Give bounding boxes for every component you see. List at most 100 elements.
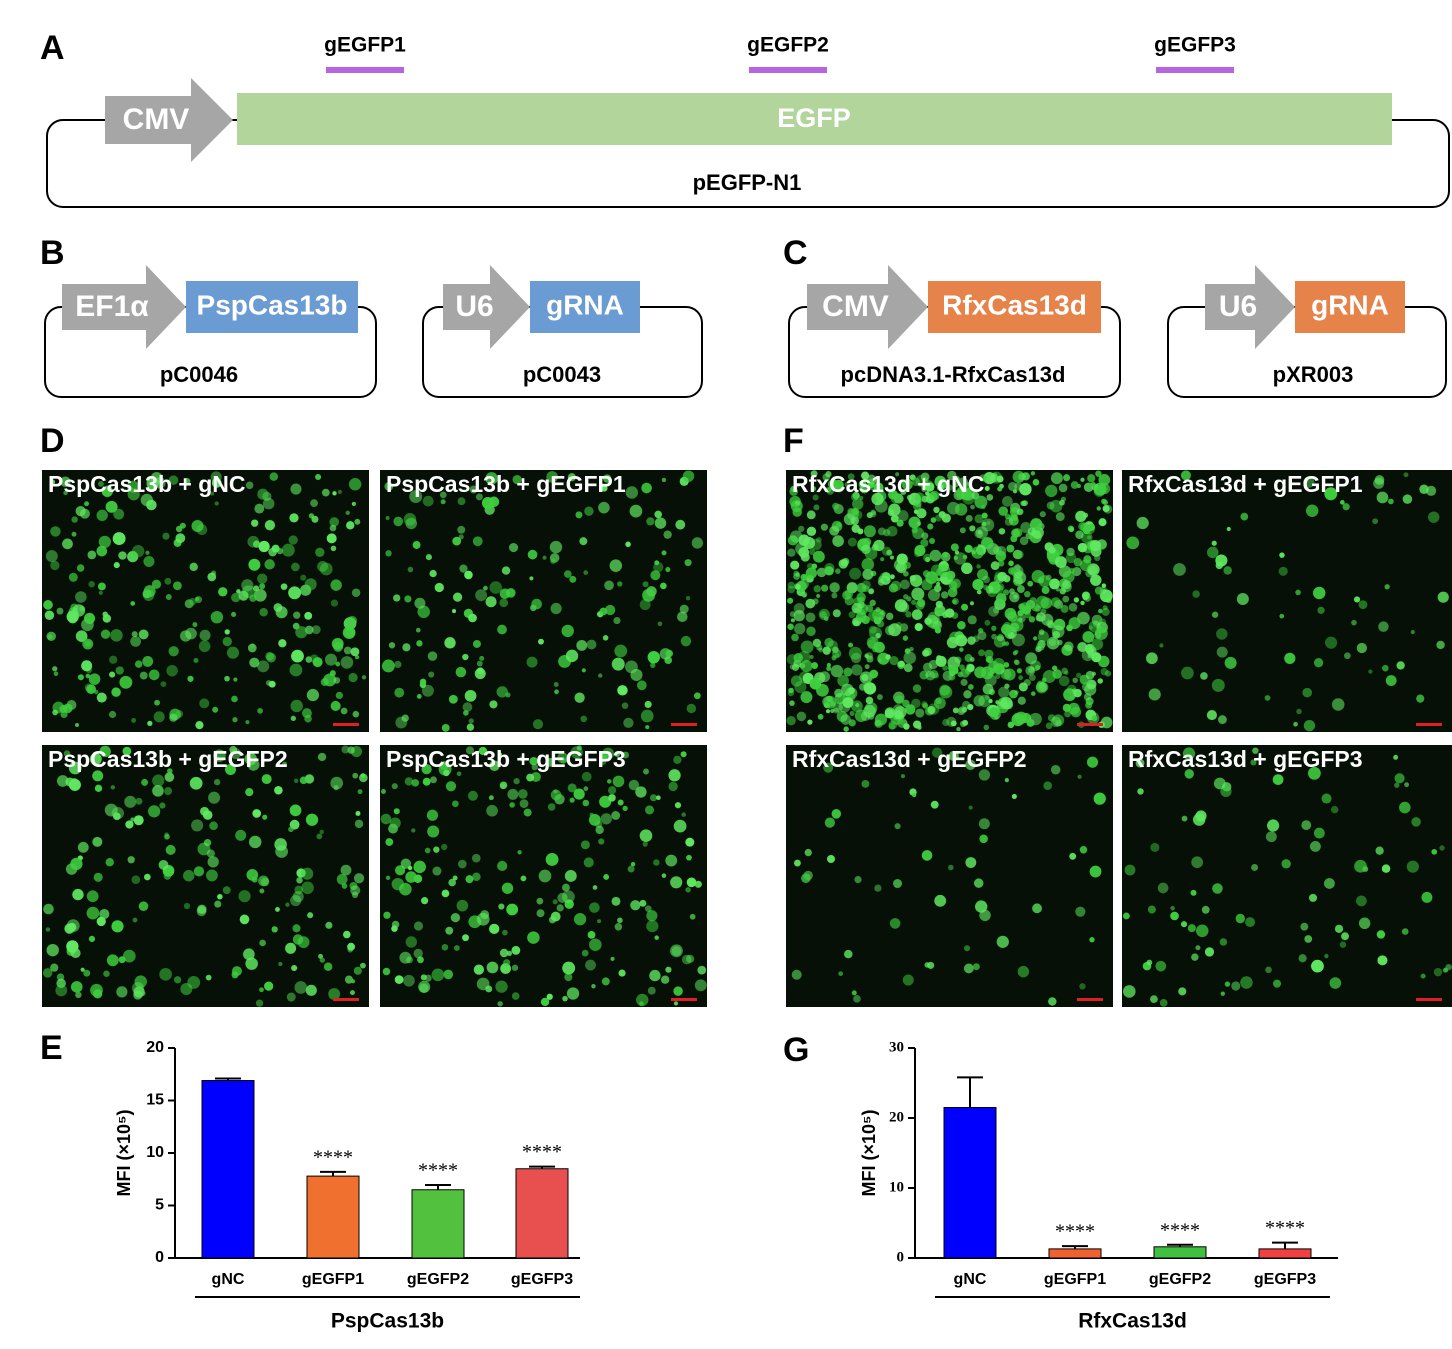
cell <box>1019 536 1029 546</box>
cell <box>260 877 270 887</box>
cell <box>583 570 589 575</box>
cell <box>145 550 150 555</box>
cell <box>1075 906 1086 917</box>
cell <box>996 634 1005 642</box>
cell <box>868 625 877 634</box>
cell <box>329 670 336 677</box>
cell <box>1093 631 1102 639</box>
cell <box>1378 621 1389 632</box>
micrograph <box>1122 470 1452 732</box>
error-bar <box>425 1184 451 1190</box>
cell <box>1004 513 1011 520</box>
cell <box>986 494 994 501</box>
cell <box>50 963 59 972</box>
cell <box>60 710 68 719</box>
cell <box>1014 690 1019 695</box>
cell <box>934 586 939 592</box>
cell <box>855 611 867 623</box>
cell <box>911 527 918 534</box>
cell <box>131 717 137 723</box>
cell <box>848 611 856 619</box>
cell <box>443 769 450 777</box>
cell <box>1159 643 1164 648</box>
cell <box>924 617 932 625</box>
cell <box>246 869 259 881</box>
cell <box>1035 646 1042 653</box>
cell <box>597 919 602 924</box>
cell <box>832 649 842 659</box>
cell <box>1147 905 1156 914</box>
cell <box>441 889 450 898</box>
cell <box>583 786 589 792</box>
cell <box>961 562 973 575</box>
cell <box>342 626 356 639</box>
cell <box>84 612 96 624</box>
cell <box>962 719 969 726</box>
bar <box>306 1175 360 1259</box>
cell <box>993 607 1000 614</box>
cell <box>286 992 296 1002</box>
cell <box>1052 714 1065 727</box>
cell <box>275 907 280 912</box>
cell <box>341 745 350 754</box>
cell <box>890 492 902 504</box>
cell <box>1096 506 1101 511</box>
cell <box>526 656 538 668</box>
cell <box>305 656 313 663</box>
cell <box>428 671 435 678</box>
x-tick-label: gEGFP2 <box>1149 1271 1211 1288</box>
cell <box>1003 668 1016 681</box>
cell <box>164 833 170 840</box>
cell <box>936 655 942 661</box>
cell <box>630 861 636 867</box>
promoter-label: EF1α <box>75 290 149 323</box>
cell <box>499 598 509 608</box>
cell <box>1016 668 1023 674</box>
cell <box>404 777 414 786</box>
cell <box>915 600 925 610</box>
cell <box>800 691 813 704</box>
cell <box>403 513 417 526</box>
cell <box>843 667 853 677</box>
cell <box>210 471 222 483</box>
cell <box>352 772 359 779</box>
cell <box>1052 665 1058 671</box>
cell <box>166 664 178 677</box>
cell <box>475 589 488 602</box>
cell <box>661 873 667 878</box>
cell <box>125 820 134 829</box>
cell <box>1038 629 1045 635</box>
cell <box>1090 481 1096 487</box>
cell <box>685 837 695 847</box>
cell <box>258 540 270 553</box>
cell <box>983 724 990 731</box>
cell <box>787 585 796 594</box>
cell <box>599 795 612 808</box>
cell <box>602 635 609 641</box>
cell <box>965 759 976 771</box>
cell <box>456 899 469 912</box>
cell <box>323 673 337 687</box>
cell <box>882 577 887 582</box>
cell <box>209 821 218 831</box>
cell <box>1355 895 1367 907</box>
cell <box>913 720 922 729</box>
cell <box>851 524 860 533</box>
cell <box>464 689 477 702</box>
cell <box>654 935 659 940</box>
cell <box>245 481 254 490</box>
cell <box>646 910 658 922</box>
cell <box>110 785 116 790</box>
cell <box>789 530 803 543</box>
cell <box>628 779 640 791</box>
cell <box>1039 511 1046 518</box>
cell <box>131 631 138 638</box>
cell <box>844 949 853 959</box>
scale-bar <box>1077 723 1103 726</box>
cell <box>443 969 454 980</box>
cell <box>1404 782 1410 788</box>
cell <box>1192 590 1200 598</box>
cell <box>315 547 325 557</box>
cell <box>143 556 155 568</box>
cell <box>511 964 519 971</box>
